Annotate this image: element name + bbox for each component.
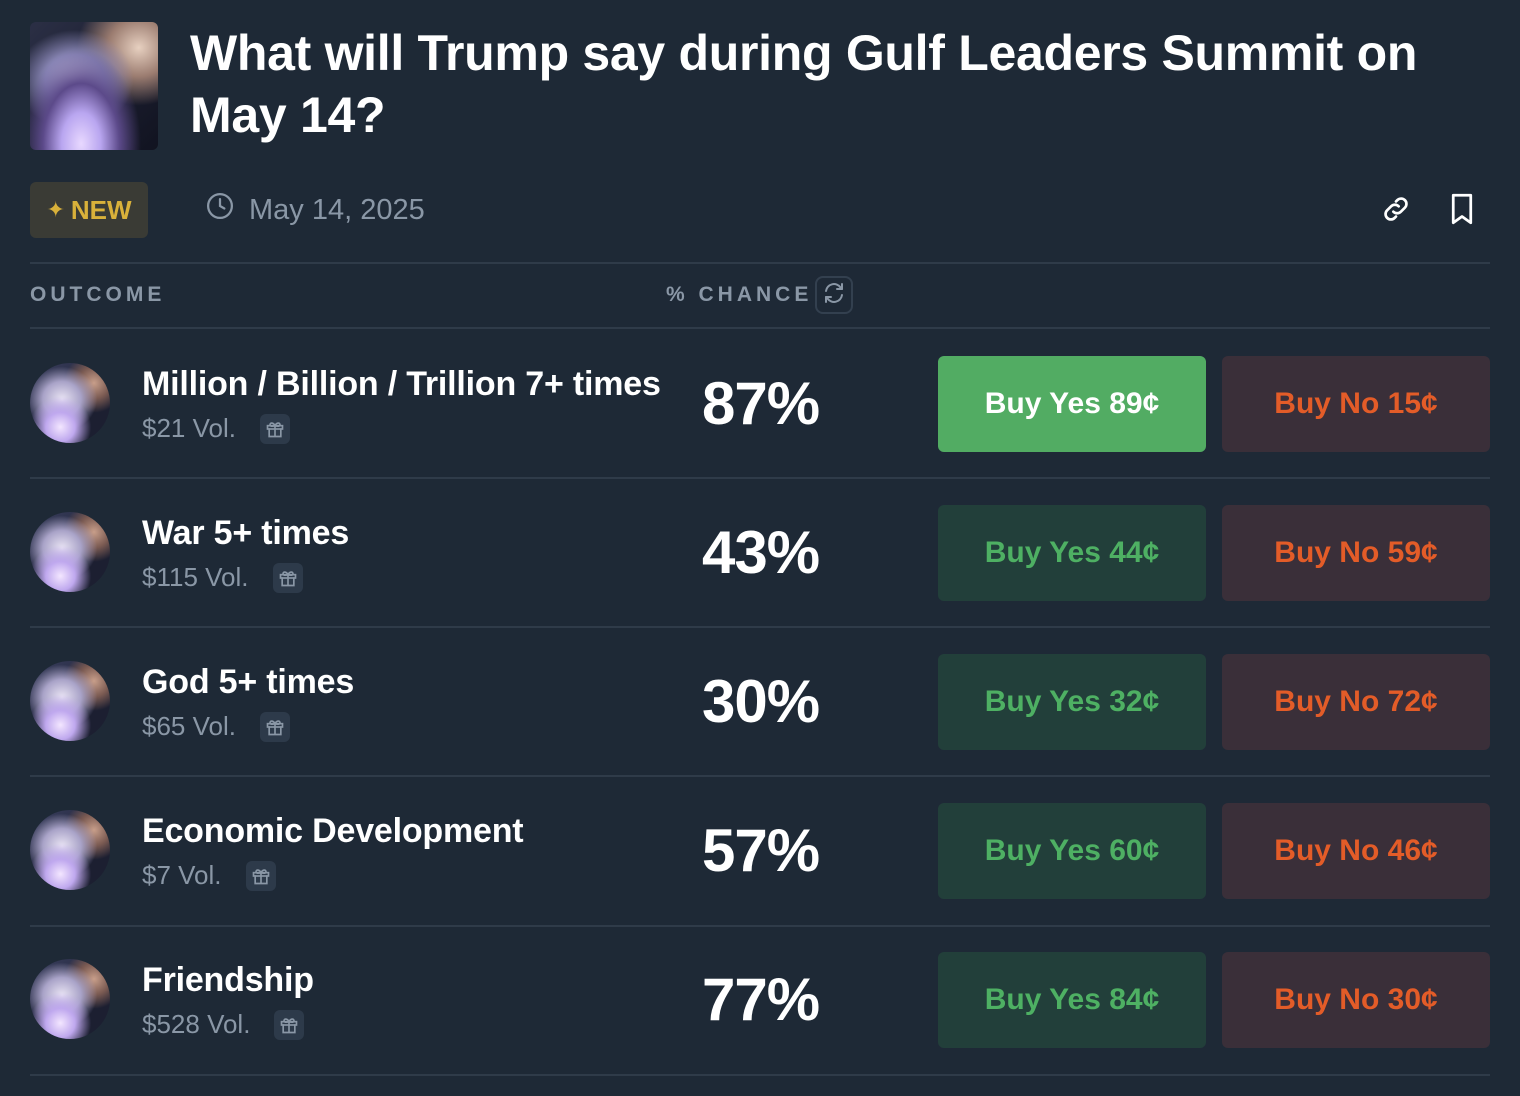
outcome-chance: 87%: [702, 370, 820, 437]
bookmark-icon[interactable]: [1444, 191, 1480, 227]
buy-yes-button[interactable]: Buy Yes 44¢: [938, 505, 1206, 601]
divider: [30, 925, 1490, 927]
chance-column-header: % CHANCE: [666, 283, 813, 306]
gift-icon[interactable]: [274, 1009, 305, 1040]
outcome-volume: $528 Vol.: [142, 1009, 251, 1039]
buy-yes-button[interactable]: Buy Yes 84¢: [938, 952, 1206, 1048]
market-title: What will Trump say during Gulf Leaders …: [190, 25, 1418, 143]
outcome-chance: 43%: [702, 519, 820, 586]
outcome-avatar: [30, 661, 110, 741]
buy-no-button[interactable]: Buy No 46¢: [1222, 803, 1490, 899]
outcome-row: War 5+ times $115 Vol. 43% Buy Yes 44¢ B…: [30, 478, 1490, 627]
outcome-avatar: [30, 512, 110, 592]
link-icon[interactable]: [1378, 191, 1414, 227]
outcome-column-header: OUTCOME: [30, 283, 166, 306]
outcome-chance: 30%: [702, 668, 820, 735]
outcome-row: Friendship $528 Vol. 77% Buy Yes 84¢ Buy…: [30, 925, 1490, 1074]
buy-no-button[interactable]: Buy No 15¢: [1222, 356, 1490, 452]
buy-yes-button[interactable]: Buy Yes 89¢: [938, 356, 1206, 452]
outcome-volume: $65 Vol.: [142, 711, 236, 741]
gift-icon[interactable]: [272, 562, 303, 593]
divider: [30, 626, 1490, 628]
outcome-label: Economic Development: [142, 812, 524, 850]
outcome-avatar: [30, 363, 110, 443]
divider: [30, 1074, 1490, 1076]
outcome-volume: $21 Vol.: [142, 413, 236, 443]
outcome-volume: $7 Vol.: [142, 860, 222, 890]
buy-yes-button[interactable]: Buy Yes 60¢: [938, 803, 1206, 899]
outcome-row: Economic Development $7 Vol. 57% Buy Yes…: [30, 776, 1490, 925]
gift-icon[interactable]: [259, 413, 290, 444]
refresh-icon: [822, 281, 846, 310]
buy-yes-button[interactable]: Buy Yes 32¢: [938, 654, 1206, 750]
gift-icon[interactable]: [259, 711, 290, 742]
outcome-avatar: [30, 959, 110, 1039]
sparkle-icon: ✦: [46, 197, 65, 222]
outcome-avatar: [30, 810, 110, 890]
new-badge: ✦ NEW: [30, 182, 148, 238]
new-badge-label: NEW: [70, 194, 132, 225]
buy-no-button[interactable]: Buy No 72¢: [1222, 654, 1490, 750]
divider: [30, 262, 1490, 264]
outcome-row: Million / Billion / Trillion 7+ times $2…: [30, 329, 1490, 478]
outcome-label: Friendship: [142, 961, 314, 999]
outcome-chance: 57%: [702, 817, 820, 884]
outcome-row: God 5+ times $65 Vol. 30% Buy Yes 32¢ Bu…: [30, 627, 1490, 776]
outcome-volume: $115 Vol.: [142, 562, 249, 592]
outcome-label: Million / Billion / Trillion 7+ times: [142, 365, 661, 403]
outcome-label: God 5+ times: [142, 663, 355, 701]
divider: [30, 775, 1490, 777]
divider: [30, 477, 1490, 479]
buy-no-button[interactable]: Buy No 30¢: [1222, 952, 1490, 1048]
clock-icon: [205, 191, 235, 229]
outcome-label: War 5+ times: [142, 514, 350, 552]
market-thumbnail: [30, 22, 158, 150]
buy-no-button[interactable]: Buy No 59¢: [1222, 505, 1490, 601]
outcome-chance: 77%: [702, 966, 820, 1033]
gift-icon[interactable]: [245, 860, 276, 891]
end-date: May 14, 2025: [205, 190, 425, 230]
refresh-button[interactable]: [815, 276, 853, 314]
divider: [30, 327, 1490, 329]
end-date-text: May 14, 2025: [249, 193, 425, 226]
